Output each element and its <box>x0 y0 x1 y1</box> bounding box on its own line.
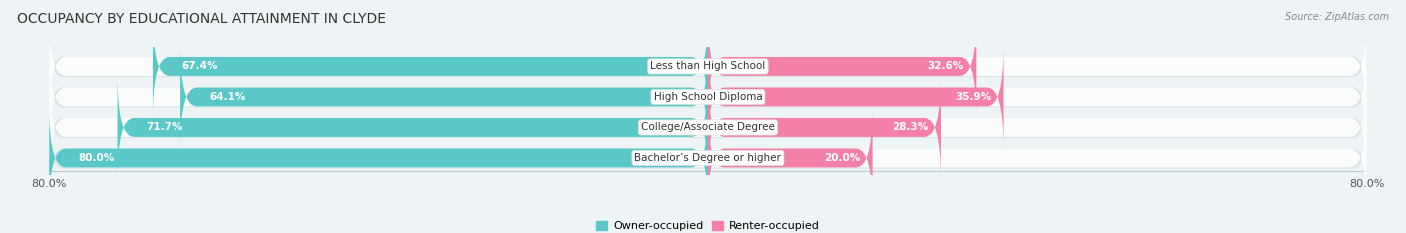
Text: 35.9%: 35.9% <box>955 92 991 102</box>
FancyBboxPatch shape <box>49 106 1367 209</box>
FancyBboxPatch shape <box>709 106 873 209</box>
Legend: Owner-occupied, Renter-occupied: Owner-occupied, Renter-occupied <box>592 216 824 233</box>
FancyBboxPatch shape <box>49 45 1367 148</box>
Text: 64.1%: 64.1% <box>209 92 245 102</box>
FancyBboxPatch shape <box>46 77 1369 179</box>
Text: Bachelor’s Degree or higher: Bachelor’s Degree or higher <box>634 153 782 163</box>
FancyBboxPatch shape <box>709 76 941 179</box>
Text: 20.0%: 20.0% <box>824 153 860 163</box>
FancyBboxPatch shape <box>118 76 709 179</box>
Text: 80.0%: 80.0% <box>77 153 114 163</box>
Text: Source: ZipAtlas.com: Source: ZipAtlas.com <box>1285 12 1389 22</box>
FancyBboxPatch shape <box>46 108 1369 209</box>
FancyBboxPatch shape <box>153 15 709 118</box>
FancyBboxPatch shape <box>49 106 709 209</box>
Text: 67.4%: 67.4% <box>181 62 218 72</box>
Text: OCCUPANCY BY EDUCATIONAL ATTAINMENT IN CLYDE: OCCUPANCY BY EDUCATIONAL ATTAINMENT IN C… <box>17 12 385 26</box>
Text: 28.3%: 28.3% <box>893 123 928 132</box>
FancyBboxPatch shape <box>49 76 1367 179</box>
FancyBboxPatch shape <box>709 45 1004 148</box>
Text: Less than High School: Less than High School <box>651 62 765 72</box>
FancyBboxPatch shape <box>46 16 1369 118</box>
FancyBboxPatch shape <box>46 47 1369 148</box>
FancyBboxPatch shape <box>180 45 709 148</box>
Text: 71.7%: 71.7% <box>146 123 183 132</box>
Text: College/Associate Degree: College/Associate Degree <box>641 123 775 132</box>
FancyBboxPatch shape <box>709 15 976 118</box>
Text: High School Diploma: High School Diploma <box>654 92 762 102</box>
FancyBboxPatch shape <box>49 15 1367 118</box>
Text: 32.6%: 32.6% <box>928 62 965 72</box>
